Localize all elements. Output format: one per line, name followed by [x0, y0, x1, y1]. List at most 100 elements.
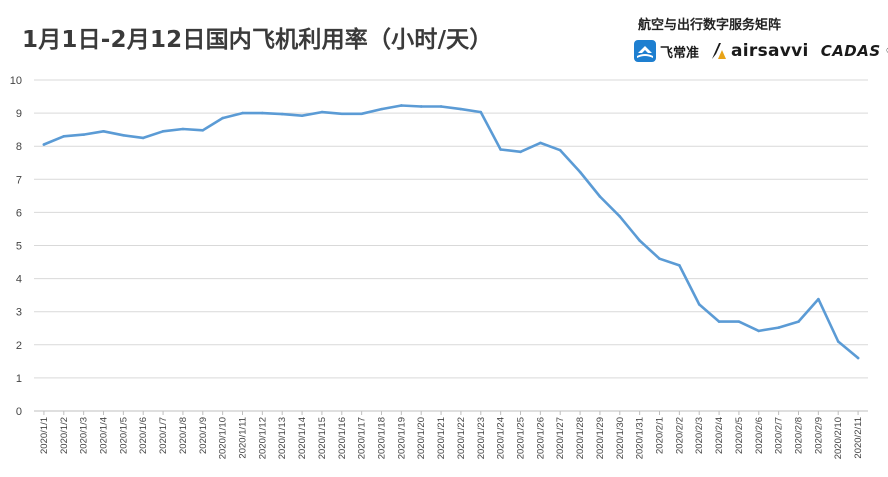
data-point — [122, 133, 125, 137]
logo-cadas-text: CADAS — [820, 42, 881, 60]
logo-feichangzhun: 飞常准 — [634, 40, 699, 62]
data-point — [181, 127, 185, 131]
gridlines — [34, 79, 868, 412]
data-point — [320, 110, 324, 114]
x-tick-label: 2020/2/11 — [853, 417, 864, 459]
plane-badge-icon — [634, 40, 656, 62]
y-tick-label: 8 — [16, 141, 22, 153]
data-point — [479, 110, 483, 114]
data-point — [598, 195, 602, 198]
x-tick-label: 2020/2/3 — [694, 417, 705, 454]
logo-cadas-registered: ® — [886, 47, 888, 55]
x-tick-label: 2020/2/6 — [754, 417, 765, 454]
x-tick-label: 2020/1/1 — [39, 417, 50, 454]
y-tick-label: 4 — [16, 274, 22, 286]
data-point — [400, 104, 403, 107]
x-tick-label: 2020/1/28 — [575, 417, 586, 459]
logo-airsavvi-text: airsavvi — [731, 41, 809, 61]
data-point — [678, 264, 681, 267]
data-point — [102, 130, 105, 133]
x-tick-label: 2020/1/4 — [99, 417, 110, 454]
x-tick-label: 2020/1/25 — [516, 417, 527, 459]
series-utilization — [42, 104, 860, 360]
x-tick-label: 2020/1/30 — [615, 417, 626, 459]
data-point — [618, 215, 622, 218]
data-point — [737, 320, 741, 323]
x-tick-label: 2020/1/7 — [158, 417, 169, 454]
data-point — [360, 112, 363, 116]
data-point — [558, 148, 562, 152]
x-tick-label: 2020/2/10 — [833, 417, 844, 459]
data-point — [658, 257, 661, 261]
x-tick-label: 2020/1/5 — [118, 417, 129, 454]
brand-logos: 飞常准 airsavvi CADAS ® — [634, 38, 888, 64]
x-tick-label: 2020/1/20 — [416, 417, 427, 459]
y-tick-label: 0 — [16, 406, 22, 418]
data-point — [261, 111, 264, 115]
x-tick-label: 2020/1/31 — [635, 417, 646, 459]
x-tick-label: 2020/1/21 — [436, 417, 447, 459]
x-tick-label: 2020/1/12 — [257, 417, 268, 459]
x-tick-label: 2020/1/6 — [138, 417, 149, 454]
x-axis-ticks: 2020/1/1 2020/1/2 2020/1/3 2020/1/4 2020/1/5… — [39, 411, 864, 459]
x-tick-label: 2020/1/29 — [595, 417, 606, 459]
y-axis-ticks: 0 1 2 3 4 5 6 7 8 9 10 — [10, 75, 22, 418]
data-point — [499, 148, 502, 151]
data-point — [519, 150, 522, 154]
brand-heading: 航空与出行数字服务矩阵 — [638, 18, 782, 33]
x-tick-label: 2020/1/18 — [377, 417, 388, 459]
data-point — [241, 111, 244, 115]
x-tick-label: 2020/2/7 — [774, 417, 785, 454]
x-tick-label: 2020/1/24 — [496, 417, 507, 459]
x-tick-label: 2020/2/2 — [674, 417, 685, 454]
chart-title: 1月1日-2月12日国内飞机利用率（小时/天） — [22, 27, 493, 53]
x-tick-label: 2020/1/2 — [59, 417, 70, 454]
logo-feichangzhun-text: 飞常准 — [660, 45, 700, 61]
data-point — [62, 134, 66, 138]
x-tick-label: 2020/1/15 — [317, 417, 328, 459]
data-point — [380, 107, 383, 111]
x-tick-label: 2020/1/11 — [238, 417, 249, 459]
data-point — [797, 320, 800, 323]
y-tick-label: 10 — [10, 75, 22, 87]
x-tick-label: 2020/2/5 — [734, 417, 745, 454]
x-tick-label: 2020/1/3 — [79, 417, 90, 454]
data-point — [539, 141, 542, 145]
data-point — [717, 320, 721, 323]
data-point — [439, 105, 443, 108]
y-tick-label: 1 — [16, 373, 22, 385]
data-point — [42, 143, 46, 146]
logo-airsavvi: airsavvi — [711, 41, 809, 61]
data-point — [221, 116, 224, 120]
x-tick-label: 2020/2/9 — [813, 417, 824, 454]
data-point — [836, 340, 840, 343]
logo-cadas: CADAS ® — [821, 42, 888, 60]
data-point — [856, 356, 860, 360]
series-line — [42, 104, 860, 360]
data-point — [300, 114, 304, 118]
data-point — [757, 329, 761, 333]
data-point — [419, 105, 423, 108]
x-tick-label: 2020/1/22 — [456, 417, 467, 459]
y-tick-label: 2 — [16, 340, 22, 352]
x-tick-label: 2020/2/4 — [714, 417, 725, 454]
x-tick-label: 2020/2/1 — [655, 417, 666, 454]
x-tick-label: 2020/1/9 — [198, 417, 209, 454]
x-tick-label: 2020/1/10 — [218, 417, 229, 459]
x-tick-label: 2020/1/23 — [476, 417, 487, 459]
y-tick-label: 5 — [16, 241, 22, 253]
y-tick-label: 7 — [16, 174, 22, 186]
airsavvi-mark-icon — [712, 43, 727, 59]
data-point — [201, 129, 205, 132]
data-point — [817, 297, 820, 301]
data-point — [578, 170, 582, 174]
x-tick-label: 2020/1/19 — [396, 417, 407, 459]
data-point — [340, 112, 344, 116]
x-tick-label: 2020/1/17 — [357, 417, 368, 459]
data-point — [82, 133, 85, 136]
data-point — [280, 112, 284, 116]
y-tick-label: 6 — [16, 207, 22, 219]
data-point — [459, 107, 463, 111]
x-tick-label: 2020/1/26 — [535, 417, 546, 459]
